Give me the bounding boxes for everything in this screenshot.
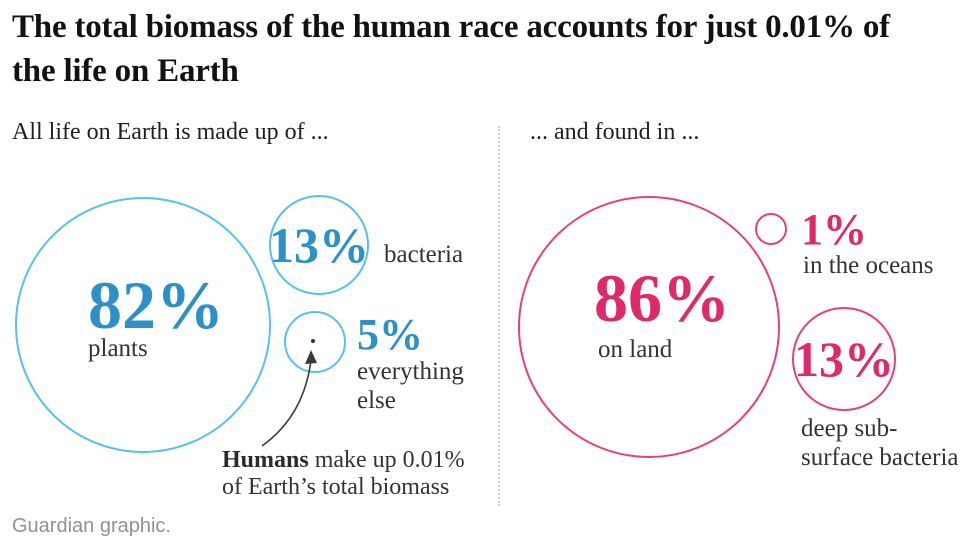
humans-annotation-bold: Humans	[222, 447, 309, 473]
bacteria-label: bacteria	[384, 241, 464, 268]
panel-divider	[498, 126, 500, 506]
source-credit: Guardian graphic.	[12, 515, 171, 537]
humans-annotation-rest: make up 0.01% of Earth’s total biomass	[222, 447, 465, 501]
left-panel-subtitle: All life on Earth is made up of ...	[12, 119, 329, 145]
on-land-value: 86%	[594, 260, 730, 336]
right-panel-subtitle: ... and found in ...	[530, 119, 700, 145]
plants-label: plants	[88, 335, 148, 362]
subsurface-bacteria-value: 13%	[794, 331, 894, 387]
plants-bubble	[15, 197, 271, 453]
oceans-value: 1%	[801, 205, 867, 254]
page-title: The total biomass of the human race acco…	[12, 9, 890, 89]
humans-annotation: Humans make up 0.01% of Earth’s total bi…	[222, 447, 502, 501]
bacteria-value: 13%	[269, 217, 369, 273]
bacteria-bubble: 13%	[269, 195, 369, 295]
plants-value: 82%	[88, 267, 224, 343]
oceans-bubble	[755, 213, 787, 245]
subsurface-bacteria-label: deep sub- surface bacteria	[801, 415, 959, 471]
oceans-label: in the oceans	[803, 252, 934, 279]
everything-else-label: everything else	[357, 358, 464, 414]
on-land-label: on land	[598, 336, 673, 363]
curved-arrow-icon	[261, 359, 312, 447]
subsurface-bacteria-bubble: 13%	[792, 307, 896, 411]
everything-else-bubble	[284, 311, 346, 373]
on-land-bubble	[518, 196, 780, 458]
everything-else-value: 5%	[357, 310, 423, 359]
